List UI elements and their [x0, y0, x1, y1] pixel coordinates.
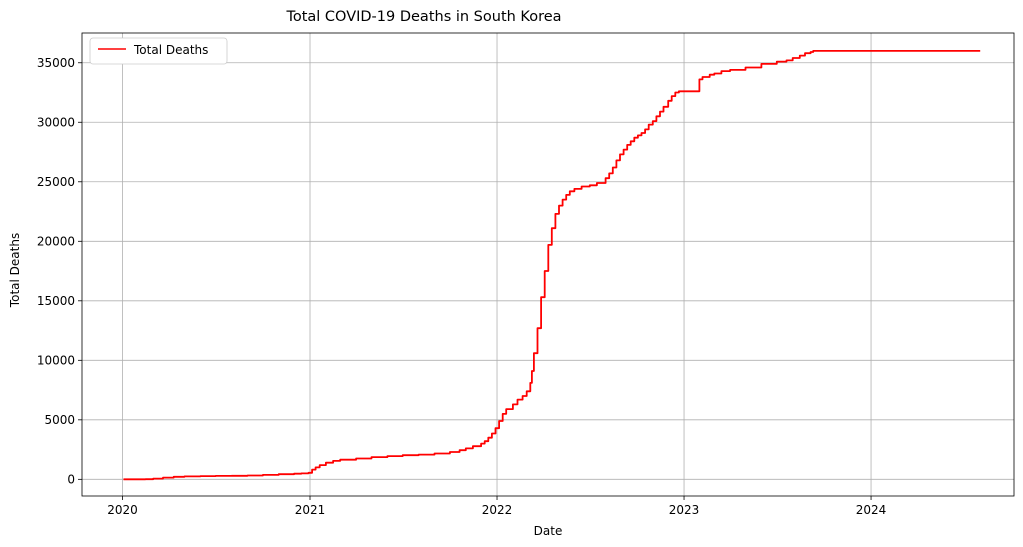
x-axis-label: Date: [534, 524, 563, 538]
plot-area-frame: [81, 32, 1015, 497]
y-tick-label: 0: [67, 472, 75, 486]
legend-label-total-deaths: Total Deaths: [133, 43, 208, 57]
series-layer: [123, 50, 981, 481]
y-tick-label: 20000: [37, 234, 75, 248]
y-tick-label: 15000: [37, 294, 75, 308]
y-tick-label: 35000: [37, 56, 75, 70]
y-axis-label: Total Deaths: [8, 233, 22, 308]
y-axis-ticks: 0 5000 10000 15000 20000 25000 30000 35000: [37, 56, 82, 486]
x-tick-label: 2023: [669, 503, 700, 517]
y-tick-label: 10000: [37, 353, 75, 367]
series-line-total-deaths: [123, 50, 981, 481]
chart-title: Total COVID-19 Deaths in South Korea: [285, 9, 561, 25]
legend-box: [89, 37, 228, 65]
legend: Total Deaths: [89, 37, 228, 65]
y-tick-label: 30000: [37, 115, 75, 129]
x-tick-label: 2020: [107, 503, 138, 517]
y-tick-label: 5000: [44, 413, 75, 427]
x-axis-ticks: 2020 2021 2022 2023 2024: [107, 496, 886, 517]
grid-lines: [82, 33, 1014, 496]
y-tick-label: 25000: [37, 175, 75, 189]
x-tick-label: 2024: [856, 503, 887, 517]
x-tick-label: 2021: [295, 503, 326, 517]
x-tick-label: 2022: [482, 503, 513, 517]
